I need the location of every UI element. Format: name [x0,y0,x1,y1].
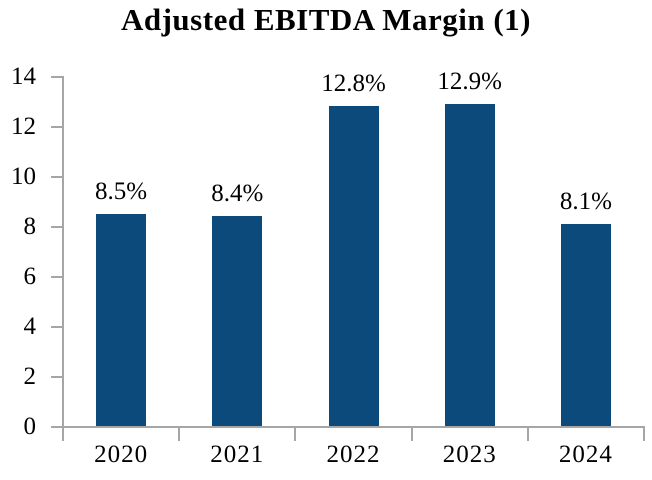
y-tick-label: 0 [23,413,37,440]
bar-2021 [212,216,263,426]
y-tick-label: 10 [11,163,36,190]
bar-value-label: 8.4% [211,180,264,207]
y-tick [51,176,62,178]
x-tick [178,428,181,441]
y-tick [51,376,62,378]
x-tick-label-2021: 2021 [210,441,265,468]
x-tick [643,428,645,441]
chart-title: Adjusted EBITDA Margin (1) [120,2,531,37]
y-tick-label: 8 [23,213,37,240]
bar-value-label: 12.9% [437,67,502,95]
y-tick [51,276,62,278]
y-tick [51,426,62,428]
bar-value-label: 8.5% [95,177,148,205]
y-tick [51,326,62,328]
bar-2024 [560,223,611,426]
x-tick [62,428,64,441]
x-axis-line [62,426,645,428]
y-tick-label: 4 [23,313,37,340]
x-tick-label-2020: 2020 [94,441,149,468]
x-tick [410,428,413,441]
bar-value-label: 12.8% [321,70,386,97]
y-tick-label: 6 [23,263,37,290]
x-tick [526,428,529,441]
x-tick-label-2023: 2023 [442,441,497,468]
y-tick [51,126,62,128]
y-axis-line [62,76,64,428]
bar-2023 [444,103,495,426]
x-tick [294,428,297,441]
bar-2022 [328,106,379,426]
x-tick-label-2024: 2024 [558,441,613,468]
x-tick-label-2022: 2022 [326,441,381,468]
y-tick-label: 2 [23,363,37,390]
bar-value-label: 8.1% [559,187,612,215]
y-tick-label: 14 [11,63,36,90]
bar-2020 [96,213,147,426]
y-tick-label: 12 [11,113,36,140]
y-tick [51,76,62,78]
y-tick [51,226,62,228]
